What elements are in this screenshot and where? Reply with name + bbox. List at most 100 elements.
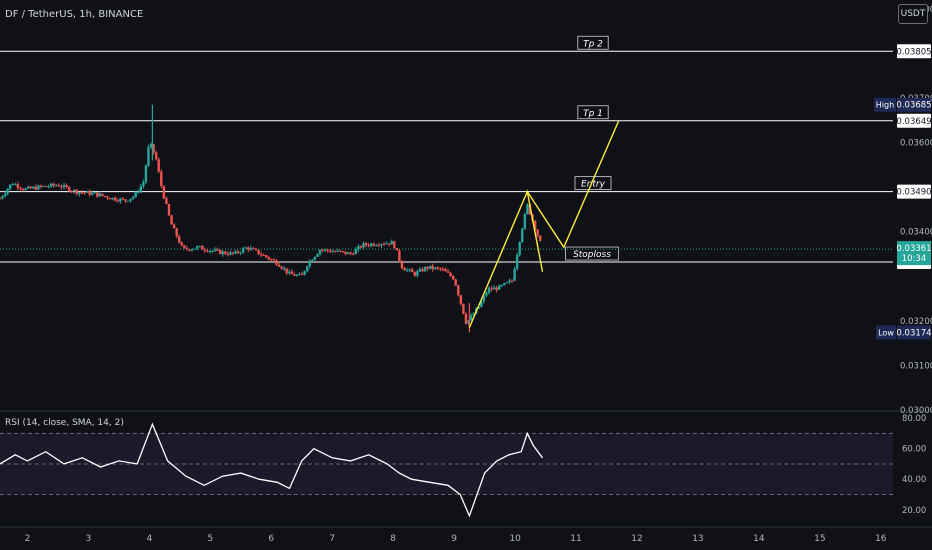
- level-label-box: [577, 35, 609, 50]
- candle-body: [75, 189, 79, 194]
- level-price-badge: [897, 184, 931, 199]
- candle-body: [152, 144, 155, 153]
- candle-body: [316, 254, 319, 257]
- pattern-line-impulse[interactable]: [468, 189, 544, 328]
- candle-body: [73, 189, 76, 192]
- candle-body: [213, 249, 217, 251]
- candle-body: [19, 187, 22, 189]
- candle-body: [434, 267, 437, 270]
- candle-body: [503, 283, 506, 286]
- low-value-badge: [897, 325, 931, 340]
- candle-body: [126, 200, 130, 202]
- candle-body: [32, 186, 35, 189]
- level-price-badge-text: 0.03805: [896, 47, 931, 57]
- time-tick-label: 16: [875, 534, 887, 544]
- candle-body: [167, 204, 171, 216]
- rsi-tick-label: 40.00: [902, 475, 926, 485]
- candle-body: [267, 257, 271, 260]
- candle-body: [538, 235, 542, 241]
- candle-body: [216, 249, 219, 251]
- rsi-tick-label: 60.00: [902, 445, 926, 455]
- candle-body: [505, 282, 509, 284]
- level-price-badge: [897, 44, 931, 59]
- candle-body: [387, 243, 391, 245]
- price-tick-label: 0.03200: [900, 317, 932, 327]
- candle-body: [195, 246, 199, 249]
- high-label-text: High: [876, 101, 894, 110]
- candle-body: [400, 260, 404, 269]
- candle-body: [62, 185, 66, 188]
- candle-body: [393, 241, 396, 248]
- candle-body: [50, 183, 53, 187]
- candle-body: [403, 268, 406, 271]
- candle-body: [149, 144, 153, 147]
- candle-body: [398, 250, 401, 261]
- candle-body: [259, 254, 263, 256]
- candle-body: [329, 250, 332, 252]
- candle-body: [423, 267, 427, 272]
- candle-body: [244, 247, 247, 249]
- candle-body: [65, 185, 68, 188]
- price-tick-label: 0.03400: [900, 228, 932, 238]
- last-price-text: 0.03361: [896, 244, 931, 254]
- rsi-tick-label: 20.00: [902, 506, 926, 516]
- candle-body: [198, 245, 201, 247]
- candle-body: [495, 287, 498, 290]
- candle-body: [157, 159, 160, 172]
- candle-body: [254, 248, 258, 251]
- candle-body: [280, 266, 283, 269]
- candle-body: [290, 271, 294, 275]
- candle-body: [242, 248, 245, 253]
- candle-body: [449, 272, 452, 277]
- candle-body: [454, 279, 457, 286]
- candle-body: [318, 249, 322, 255]
- candle-body: [206, 250, 209, 252]
- level-label-tp-1: Tp 1: [583, 109, 603, 119]
- candle-body: [175, 228, 178, 237]
- candle-body: [262, 254, 265, 256]
- candle-body: [239, 252, 242, 254]
- candle-body: [134, 191, 137, 197]
- candle-body: [518, 241, 521, 255]
- candle-body: [500, 285, 503, 287]
- currency-button[interactable]: USDT: [898, 4, 928, 24]
- level-price-badge-text: 0.03649: [896, 117, 931, 127]
- candle-body: [201, 245, 204, 250]
- candle-body: [21, 188, 25, 191]
- candle-body: [467, 320, 470, 324]
- candle-body: [29, 186, 32, 189]
- candle-body: [459, 295, 463, 304]
- candle-body: [124, 199, 127, 201]
- candle-body: [162, 186, 166, 199]
- candle-body: [375, 245, 378, 247]
- candle-body: [487, 288, 491, 293]
- candle-body: [349, 252, 352, 254]
- rsi-line: [0, 422, 544, 518]
- candle-body: [85, 191, 89, 193]
- candle-body: [265, 255, 268, 258]
- candle-body: [139, 186, 143, 192]
- candle-body: [137, 191, 140, 193]
- candle-body: [352, 253, 355, 255]
- time-tick-label: 2: [25, 534, 31, 544]
- candle-body: [142, 182, 145, 187]
- candle-body: [172, 224, 176, 229]
- candle-body: [1, 196, 4, 199]
- candle-body: [513, 268, 516, 281]
- pattern-line-projection[interactable]: [526, 120, 620, 249]
- candle-body: [444, 269, 447, 272]
- candle-body: [395, 247, 399, 251]
- candle-body: [52, 183, 55, 186]
- price-tick-label: 0.03000: [900, 406, 932, 416]
- candle-body: [308, 260, 311, 267]
- rsi-title: RSI (14, close, SMA, 14, 2): [5, 418, 124, 428]
- candle-body: [42, 186, 45, 188]
- candle-body: [193, 248, 196, 250]
- last-price-badge: [897, 241, 931, 266]
- candle-body: [498, 285, 501, 290]
- candle-body: [298, 273, 301, 275]
- candle-body: [457, 285, 460, 296]
- time-tick-label: 10: [509, 534, 521, 544]
